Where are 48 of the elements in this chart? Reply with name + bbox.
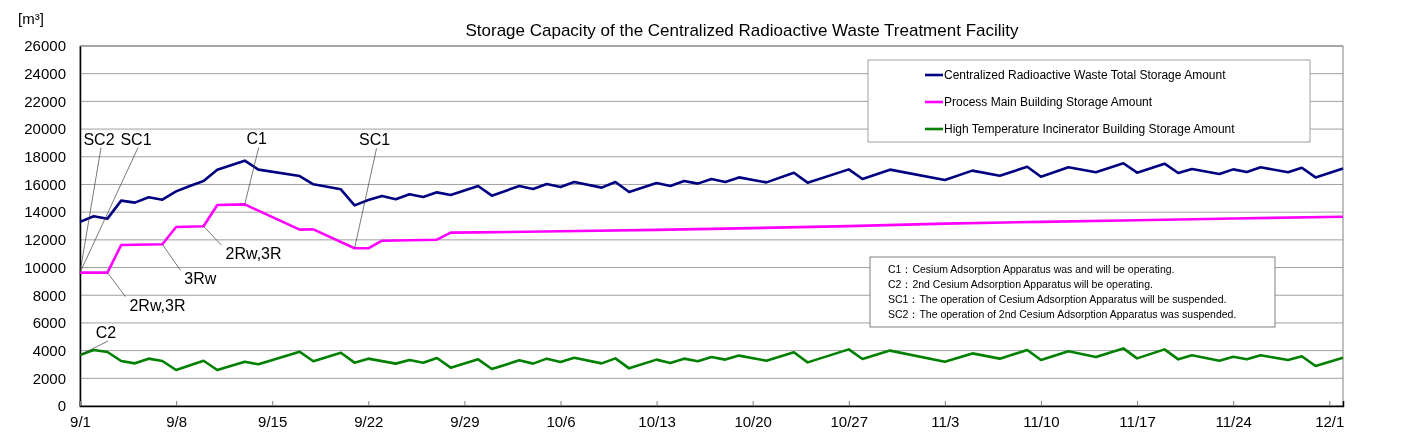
annotation: C1 bbox=[246, 130, 268, 148]
line-series bbox=[78, 203, 1345, 274]
x-tick-label: 10/6 bbox=[546, 412, 576, 430]
annotation: C1：Cesium Adsorption Apparatus was and will be operating. bbox=[888, 263, 1175, 275]
annotation: C2 bbox=[95, 324, 117, 342]
x-tick-label: 11/17 bbox=[1119, 412, 1156, 430]
y-tick-label: 22000 bbox=[24, 92, 66, 110]
x-tick-label: 9/15 bbox=[258, 412, 288, 430]
annotation: SC1：The operation of Cesium Adsorption Apparatus will be suspended. bbox=[888, 293, 1227, 305]
line-series bbox=[78, 159, 1345, 224]
y-tick-label: 8000 bbox=[32, 286, 66, 304]
y-tick-label: 10000 bbox=[24, 258, 66, 276]
x-tick-label: 10/13 bbox=[638, 412, 676, 430]
annotation: C2：2nd Cesium Adsorption Apparatus will be operating. bbox=[888, 278, 1153, 290]
chart-title: Storage Capacity of the Centralized Radioactive Waste Treatment Facility bbox=[465, 21, 1020, 40]
y-tick-label: 12000 bbox=[24, 231, 66, 249]
annotation: SC1 bbox=[359, 131, 391, 149]
x-tick-label: 12/1 bbox=[1315, 412, 1345, 430]
y-tick-label: 14000 bbox=[24, 203, 66, 221]
annotation: 3Rw bbox=[184, 270, 217, 288]
x-tick-label: 9/8 bbox=[166, 412, 188, 430]
x-tick-label: 11/24 bbox=[1215, 412, 1252, 430]
annotation: SC1 bbox=[120, 130, 152, 148]
y-tick-label: 18000 bbox=[24, 148, 66, 166]
y-tick-label: 2000 bbox=[32, 369, 66, 387]
y-tick-label: 4000 bbox=[32, 341, 66, 359]
x-tick-label: 9/29 bbox=[450, 412, 480, 430]
legend-label: High Temperature Incinerator Building Storage Amount bbox=[944, 122, 1236, 136]
annotation: 2Rw,3R bbox=[225, 245, 282, 263]
y-tick-label: 6000 bbox=[32, 314, 66, 332]
y-tick-label: 16000 bbox=[24, 175, 66, 193]
annotation: SC2 bbox=[83, 130, 115, 148]
y-tick-label: 20000 bbox=[24, 120, 66, 138]
x-tick-label: 10/20 bbox=[734, 412, 772, 430]
y-tick-label: 26000 bbox=[24, 37, 66, 55]
x-tick-label: 9/1 bbox=[70, 412, 91, 430]
legend-label: Centralized Radioactive Waste Total Storage Amount bbox=[944, 68, 1227, 82]
x-tick-label: 11/10 bbox=[1023, 412, 1060, 430]
y-axis-title: [m³] bbox=[18, 10, 44, 27]
legend-label: Process Main Building Storage Amount bbox=[944, 95, 1153, 109]
y-tick-label: 0 bbox=[57, 397, 66, 415]
annotation: SC2：The operation of 2nd Cesium Adsorption Apparatus was suspended. bbox=[888, 308, 1237, 320]
line-series bbox=[78, 347, 1345, 372]
y-tick-label: 24000 bbox=[24, 64, 66, 82]
annotation: 2Rw,3R bbox=[129, 296, 186, 314]
x-tick-label: 11/3 bbox=[931, 412, 960, 430]
x-tick-label: 9/22 bbox=[354, 412, 384, 430]
x-tick-label: 10/27 bbox=[830, 412, 869, 430]
